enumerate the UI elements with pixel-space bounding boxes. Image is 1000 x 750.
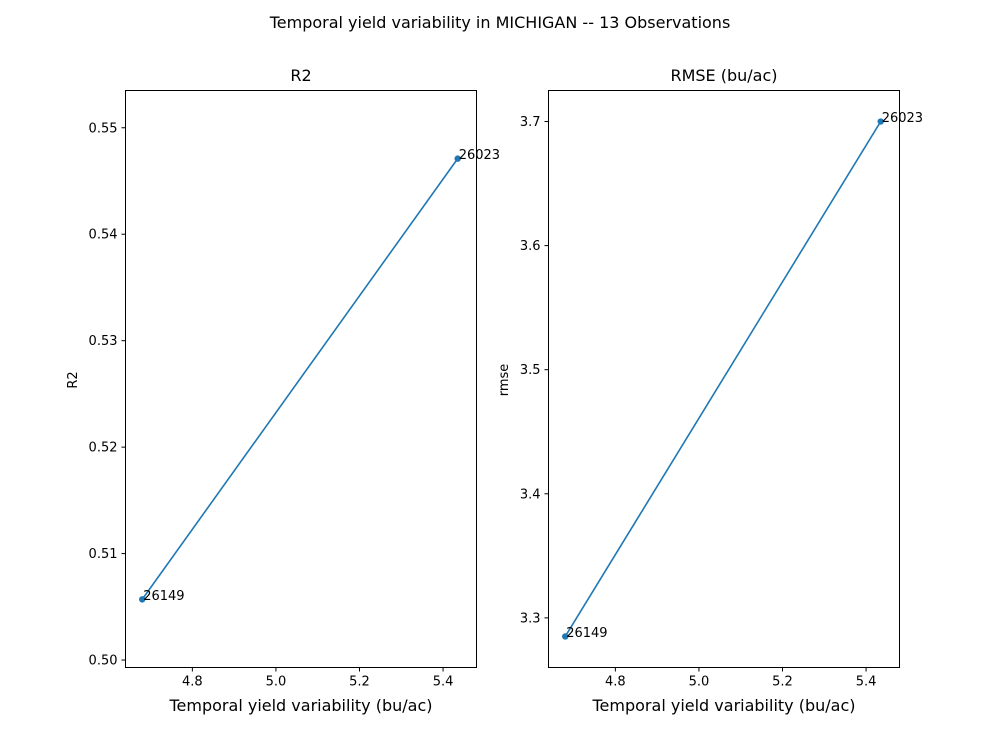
x-tick-label: 4.8 <box>605 675 626 690</box>
series-line <box>141 158 459 600</box>
y-tick-label: 3.6 <box>520 239 541 254</box>
series-line <box>564 121 882 637</box>
subplot-title: RMSE (bu/ac) <box>670 66 777 85</box>
y-axis-label: R2 <box>66 371 81 388</box>
y-tick-label: 3.4 <box>520 487 541 502</box>
marks-group: 26149 26023 <box>139 148 500 604</box>
y-axis-label: rmse <box>497 364 512 397</box>
subplot-rmse: RMSE (bu/ac) Temporal yield variability … <box>497 66 923 715</box>
point-label: 26023 <box>882 111 923 126</box>
point-label: 26023 <box>459 148 500 163</box>
figure-title: Temporal yield variability in MICHIGAN -… <box>269 13 731 32</box>
x-axis-label: Temporal yield variability (bu/ac) <box>169 696 433 715</box>
y-tick-label: 0.55 <box>89 121 118 136</box>
data-point <box>454 155 461 162</box>
subplot-title: R2 <box>290 66 311 85</box>
y-tick-label: 0.53 <box>89 334 118 349</box>
plot-frame <box>125 90 477 668</box>
y-tick-label: 0.52 <box>89 441 118 456</box>
data-point <box>139 596 146 603</box>
y-tick-label: 0.51 <box>89 547 118 562</box>
marks-group: 26149 26023 <box>562 111 923 641</box>
subplot-r2: R2 Temporal yield variability (bu/ac) R2… <box>66 66 500 715</box>
x-tick-label: 5.0 <box>689 675 710 690</box>
plot-frame <box>548 90 900 668</box>
x-tick-label: 5.0 <box>266 675 287 690</box>
data-point <box>562 633 569 640</box>
point-label: 26149 <box>566 626 607 641</box>
tick-group: 4.8 5.0 5.2 5.4 3.3 3.4 3.5 3.6 3.7 <box>520 115 877 689</box>
x-tick-label: 5.2 <box>772 675 793 690</box>
tick-group: 4.8 5.0 5.2 5.4 0.50 0.51 0.52 0.53 0.54 0.55 <box>89 121 454 689</box>
x-axis-label: Temporal yield variability (bu/ac) <box>592 696 856 715</box>
data-point <box>877 118 884 125</box>
point-label: 26149 <box>143 589 184 604</box>
y-tick-label: 0.50 <box>89 654 118 669</box>
x-tick-label: 5.2 <box>349 675 370 690</box>
y-tick-label: 3.3 <box>520 611 541 626</box>
x-tick-label: 5.4 <box>433 675 454 690</box>
y-tick-label: 3.7 <box>520 115 541 130</box>
y-tick-label: 0.54 <box>89 228 118 243</box>
x-tick-label: 5.4 <box>856 675 877 690</box>
x-tick-label: 4.8 <box>182 675 203 690</box>
y-tick-label: 3.5 <box>520 363 541 378</box>
